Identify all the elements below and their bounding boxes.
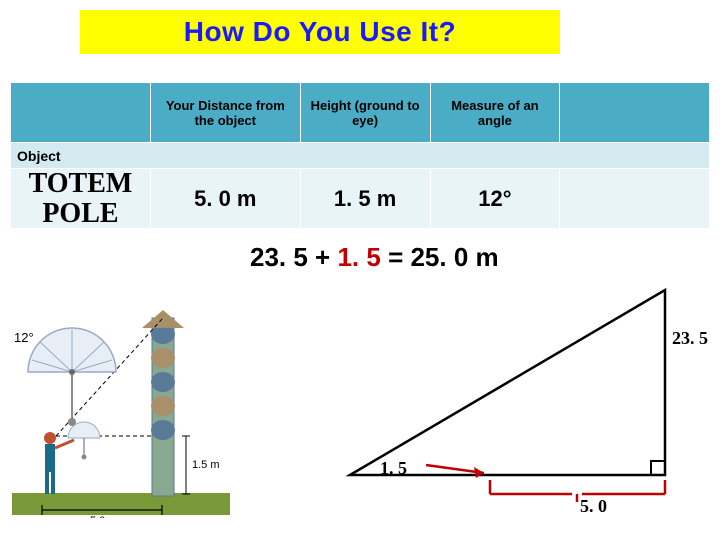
object-label: Object <box>11 143 710 169</box>
header-blank <box>11 83 151 143</box>
table-object-row: Object <box>11 143 710 169</box>
triangle-outline <box>350 290 665 475</box>
person-head <box>44 432 56 444</box>
value-distance: 5. 0 m <box>150 169 300 229</box>
equation-term-a: 23. 5 <box>250 242 308 272</box>
equation-term-b: 1. 5 <box>337 242 380 272</box>
table-value-row: TOTEMPOLE 5. 0 m 1. 5 m 12° <box>11 169 710 229</box>
triangle-diagram: 23. 5 1. 5 5. 0 <box>330 280 710 530</box>
label-235: 23. 5 <box>672 328 708 349</box>
ground <box>12 493 230 515</box>
header-angle: Measure of an angle <box>430 83 560 143</box>
base-bracket <box>490 480 665 502</box>
eye-height-label: 1.5 m <box>192 459 220 471</box>
header-height: Height (ground to eye) <box>300 83 430 143</box>
protractor-icon <box>28 328 116 426</box>
table-header-row: Your Distance from the object Height (gr… <box>11 83 710 143</box>
right-angle-icon <box>651 461 665 475</box>
header-distance: Your Distance from the object <box>150 83 300 143</box>
label-50: 5. 0 <box>580 496 607 517</box>
page-title: How Do You Use It? <box>184 16 456 48</box>
value-height: 1. 5 m <box>300 169 430 229</box>
clinometer-diagram: 5.0 m 1.5 m 12° <box>12 288 230 518</box>
label-15: 1. 5 <box>380 458 407 479</box>
equation-result: = 25. 0 m <box>381 242 499 272</box>
measurement-table: Your Distance from the object Height (gr… <box>10 82 710 229</box>
row-label: TOTEMPOLE <box>11 169 151 229</box>
value-blank <box>560 169 710 229</box>
equation: 23. 5 + 1. 5 = 25. 0 m <box>250 242 499 273</box>
person-body <box>45 444 55 472</box>
angle-label: 12° <box>14 330 34 345</box>
title-banner: How Do You Use It? <box>80 10 560 54</box>
value-angle: 12° <box>430 169 560 229</box>
header-blank2 <box>560 83 710 143</box>
equation-plus: + <box>308 242 338 272</box>
ground-distance-label: 5.0 m <box>90 515 118 518</box>
